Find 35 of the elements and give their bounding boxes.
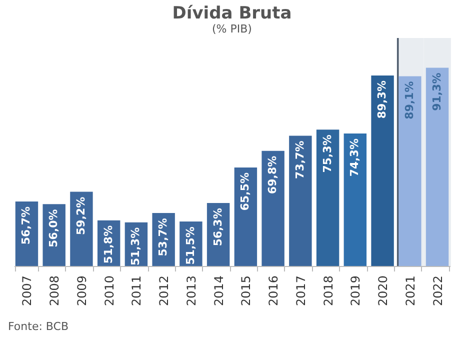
x-tick-label: 2019 bbox=[348, 276, 363, 306]
data-label: 53,7% bbox=[156, 218, 170, 256]
data-label: 73,7% bbox=[293, 140, 306, 179]
x-tick-label: 2021 bbox=[403, 276, 418, 306]
data-label: 51,5% bbox=[184, 226, 197, 265]
data-label: 51,8% bbox=[102, 225, 115, 264]
chart-title: Dívida Bruta bbox=[172, 3, 292, 24]
x-tick-label: 2014 bbox=[212, 276, 226, 306]
x-tick-label: 2022 bbox=[430, 276, 445, 306]
x-tick-label: 2010 bbox=[102, 276, 116, 306]
data-label: 65,5% bbox=[238, 172, 252, 211]
chart-subtitle: (% PIB) bbox=[212, 22, 252, 36]
data-label: 75,3% bbox=[320, 134, 334, 173]
x-tick-label: 2016 bbox=[266, 276, 281, 306]
x-tick-label: 2007 bbox=[20, 276, 34, 306]
data-label: 74,3% bbox=[348, 138, 362, 177]
x-tick-label: 2017 bbox=[294, 276, 308, 306]
data-label: 89,1% bbox=[402, 81, 416, 120]
x-tick-label: 2013 bbox=[184, 276, 198, 306]
data-label: 91,3% bbox=[430, 72, 444, 111]
data-label: 59,2% bbox=[74, 196, 88, 235]
data-label: 51,3% bbox=[129, 227, 142, 266]
data-label: 56,3% bbox=[211, 208, 224, 246]
x-tick-label: 2018 bbox=[321, 276, 336, 306]
x-tick-label: 2008 bbox=[48, 276, 62, 306]
x-tick-label: 2015 bbox=[239, 276, 254, 306]
data-label: 89,3% bbox=[376, 80, 389, 119]
x-tick-label: 2020 bbox=[376, 276, 390, 306]
source-note: Fonte: BCB bbox=[7, 319, 70, 333]
data-label: 56,7% bbox=[20, 206, 33, 245]
x-tick-label: 2009 bbox=[74, 276, 89, 306]
x-tick-label: 2011 bbox=[130, 276, 144, 306]
data-label: 69,8% bbox=[266, 156, 280, 194]
data-label: 56,0% bbox=[47, 209, 60, 248]
x-tick-label: 2012 bbox=[157, 276, 172, 306]
